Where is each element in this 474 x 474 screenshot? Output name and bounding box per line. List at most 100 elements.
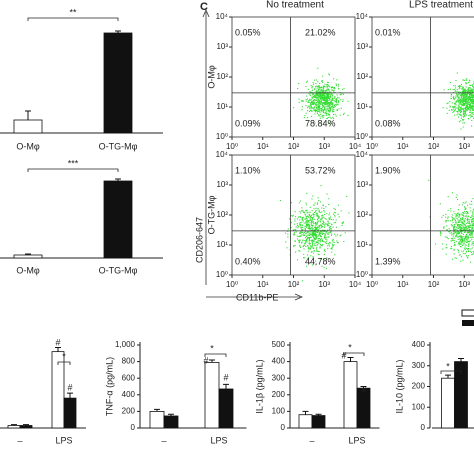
cell-dot (466, 82, 468, 84)
cell-dot (312, 231, 314, 233)
cell-dot (320, 91, 322, 93)
cell-dot (319, 240, 321, 242)
cell-dot (462, 259, 464, 261)
cell-dot (328, 245, 331, 247)
cell-dot (331, 239, 334, 241)
cell-dot (328, 111, 330, 113)
cell-dot (317, 98, 319, 100)
cell-dot (315, 235, 317, 237)
cell-dot (325, 267, 328, 269)
cell-dot (314, 110, 316, 112)
cell-dot (310, 103, 312, 105)
cell-dot (314, 237, 316, 239)
cell-dot (471, 99, 473, 101)
cell-dot (323, 89, 325, 91)
cell-dot (330, 106, 332, 109)
cell-dot (464, 215, 467, 217)
cell-dot (457, 227, 459, 229)
cell-dot (467, 222, 469, 224)
y-axis-label: IL-1β (pg/mL) (254, 359, 264, 413)
cell-dot (459, 254, 461, 256)
cell-dot (462, 105, 464, 107)
cell-dot (472, 212, 474, 214)
cell-dot (456, 96, 458, 98)
cell-dot (327, 229, 329, 231)
cell-dot (471, 239, 473, 241)
cell-dot (320, 110, 323, 112)
cell-dot (459, 235, 461, 237)
cell-dot (308, 238, 310, 240)
cell-dot (452, 227, 455, 229)
cell-dot (458, 121, 460, 123)
cell-dot (320, 239, 322, 241)
cell-dot (465, 210, 467, 213)
cell-dot (467, 235, 469, 237)
cell-dot (308, 246, 310, 248)
cell-dot (307, 100, 310, 102)
cell-dot (322, 229, 324, 231)
significance-bracket (57, 361, 71, 365)
cell-dot (442, 214, 444, 216)
cell-dot (308, 242, 310, 245)
cell-dot (456, 101, 458, 103)
cell-dot (464, 102, 466, 104)
cell-dot (312, 195, 314, 197)
cell-dot (331, 224, 333, 226)
cell-dot (471, 231, 473, 233)
significance-bracket (27, 168, 119, 172)
cell-dot (461, 94, 463, 96)
cell-dot (322, 75, 324, 77)
cell-dot (316, 247, 318, 249)
cell-dot (325, 105, 327, 107)
cell-dot (320, 93, 322, 95)
cell-dot (321, 226, 323, 228)
cell-dot (333, 100, 335, 102)
cell-dot (319, 102, 321, 104)
cell-dot (461, 232, 463, 234)
cell-dot (323, 249, 325, 251)
cell-dot (453, 102, 455, 104)
cell-dot (318, 109, 320, 111)
cell-dot (464, 99, 466, 101)
cell-dot (322, 97, 324, 99)
y-tick-label: 10² (216, 210, 228, 219)
cell-dot (308, 226, 310, 228)
cell-dot (468, 218, 470, 221)
cell-dot (308, 242, 311, 244)
cell-dot (307, 227, 309, 229)
cell-dot (452, 232, 454, 234)
cell-dot (332, 95, 334, 97)
cell-dot (322, 94, 324, 96)
cell-dot (462, 95, 464, 97)
cell-dot (465, 95, 467, 97)
cell-dot (306, 217, 308, 219)
cell-dot (464, 227, 466, 229)
cell-dot (328, 114, 331, 116)
cell-dot (307, 237, 309, 239)
cell-dot (464, 220, 466, 222)
cell-dot (322, 98, 324, 100)
cell-dot (467, 245, 469, 247)
cell-dot (329, 217, 331, 220)
cell-dot (334, 105, 336, 107)
cell-dot (454, 235, 456, 237)
cell-dot (319, 101, 321, 103)
cell-dot (470, 228, 473, 230)
cell-dot (329, 123, 331, 125)
cell-dot (313, 240, 315, 242)
cell-dot (325, 95, 327, 97)
cell-dot (297, 259, 299, 261)
cell-dot (329, 229, 331, 231)
cell-dot (320, 245, 322, 247)
cell-dot (334, 233, 336, 235)
cell-dot (459, 106, 461, 109)
cell-dot (342, 99, 344, 101)
cell-dot (313, 204, 315, 207)
cell-dot (463, 223, 465, 225)
cell-dot (454, 231, 456, 234)
cell-dot (326, 96, 329, 98)
cell-dot (309, 219, 311, 221)
error-bar (23, 424, 29, 426)
cell-dot (305, 204, 307, 206)
